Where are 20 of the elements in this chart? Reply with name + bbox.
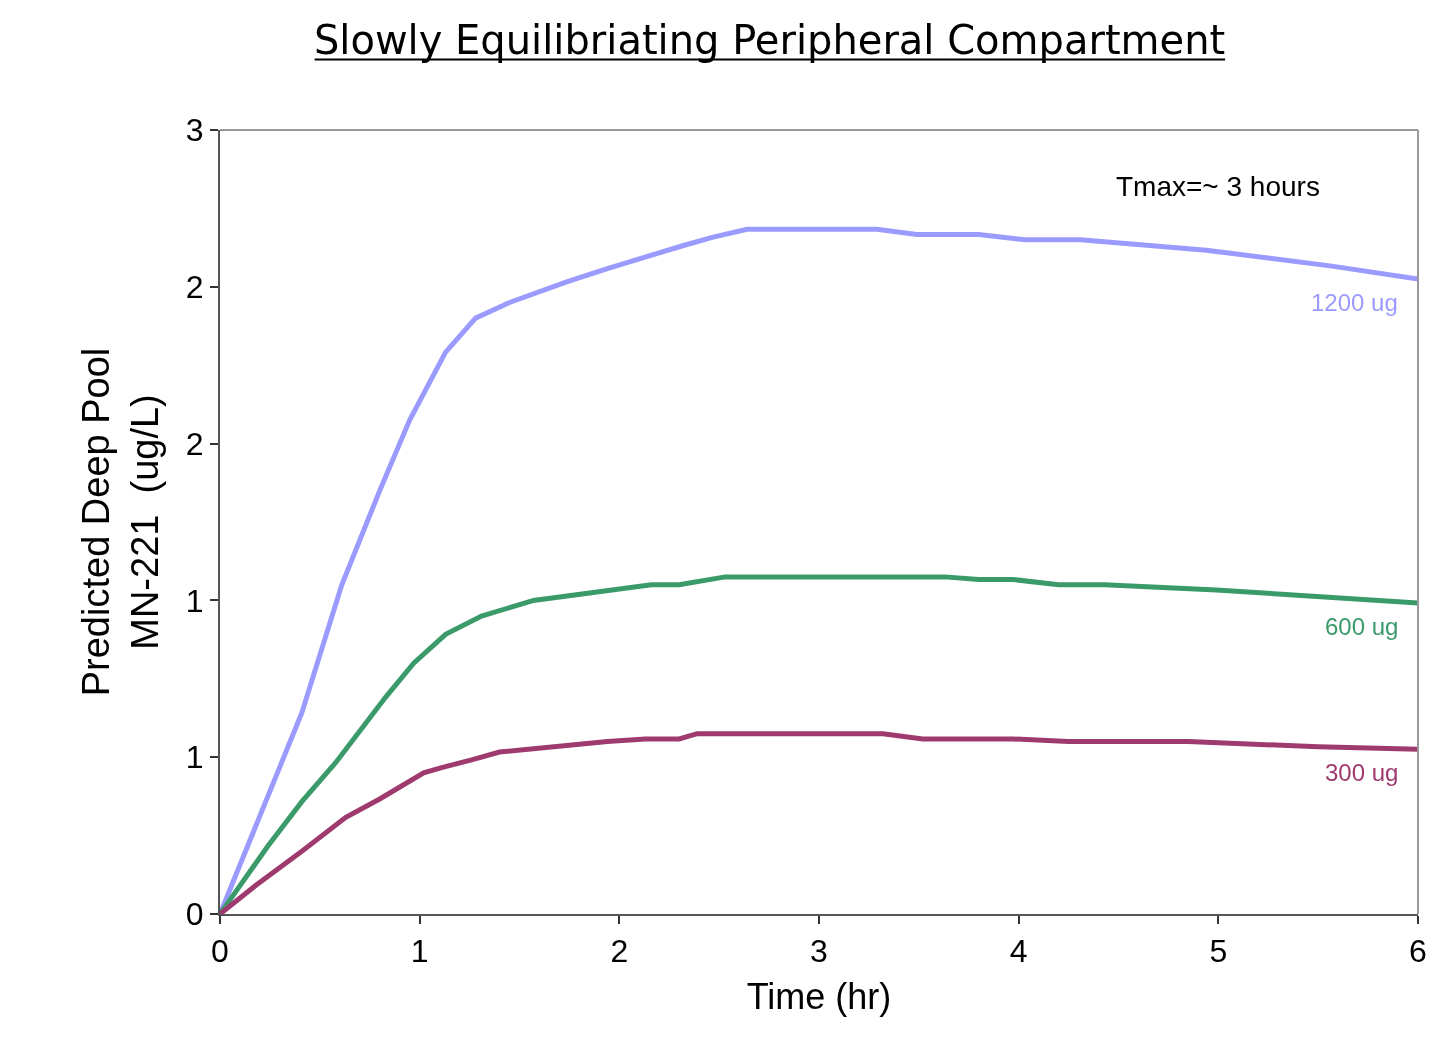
x-tick-label: 5	[1209, 933, 1228, 970]
annotation: Tmax=~ 3 hours	[1116, 171, 1320, 202]
series-label: 1200 ug	[1311, 289, 1398, 316]
x-tick-label: 0	[211, 933, 229, 970]
y-tick-label: 2	[185, 425, 204, 462]
chart-title: Slowly Equilibriating Peripheral Compartment	[313, 17, 1226, 64]
x-tick-label: 2	[610, 933, 629, 970]
x-axis-title: Time (hr)	[746, 975, 892, 1017]
series-label: 600 ug	[1325, 613, 1399, 640]
y-tick-label: 1	[185, 582, 204, 619]
y-tick-label: 1	[185, 739, 204, 776]
x-tick-label: 3	[810, 933, 828, 970]
x-tick-label: 6	[1409, 933, 1427, 970]
x-tick-label: 1	[410, 933, 429, 970]
series-label: 300 ug	[1325, 759, 1399, 786]
y-tick-label: 0	[185, 896, 204, 933]
x-tick-label: 4	[1009, 933, 1028, 970]
y-axis-title: Predicted Deep Pool MN-221 (ug/L)	[75, 347, 167, 697]
y-tick-label: 2	[185, 269, 204, 305]
y-tick-label: 3	[185, 112, 204, 149]
